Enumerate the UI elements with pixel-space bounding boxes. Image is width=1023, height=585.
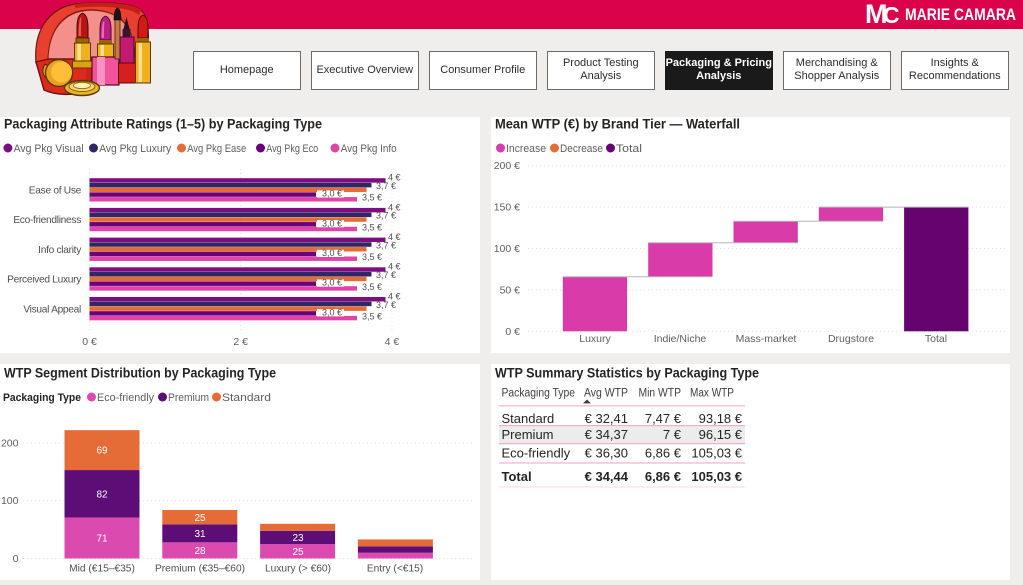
svg-text:Luxury (> €60): Luxury (> €60) [265,564,331,575]
svg-text:2 €: 2 € [233,336,248,348]
svg-text:6,86 €: 6,86 € [645,469,681,484]
svg-text:105,03 €: 105,03 € [691,446,742,461]
svg-text:25: 25 [292,547,304,558]
svg-text:100 €: 100 € [494,243,520,255]
svg-text:6,86 €: 6,86 € [645,446,682,461]
svg-text:Info clarity: Info clarity [38,245,82,256]
svg-text:Packaging Attribute Ratings (1: Packaging Attribute Ratings (1–5) by Pac… [4,117,322,132]
svg-text:3,0 €: 3,0 € [322,189,342,199]
svg-text:€ 34,44: € 34,44 [585,469,629,484]
svg-text:Mass-market: Mass-market [736,333,797,345]
svg-text:Packaging Type: Packaging Type [502,387,576,399]
svg-text:Premium (€35–€60): Premium (€35–€60) [155,564,245,575]
svg-text:Min WTP: Min WTP [639,387,682,399]
svg-text:3,5 €: 3,5 € [362,222,382,232]
svg-text:3,0 €: 3,0 € [322,278,342,288]
svg-text:96,15 €: 96,15 € [699,427,743,442]
svg-text:3,7 €: 3,7 € [376,211,396,221]
svg-text:Increase: Increase [506,143,546,155]
svg-text:Luxury: Luxury [579,333,611,345]
svg-text:3,5 €: 3,5 € [362,252,382,262]
svg-text:3,7 €: 3,7 € [376,181,396,191]
svg-text:€ 36,30: € 36,30 [585,446,628,461]
svg-text:Premium: Premium [502,427,554,442]
svg-text:Total: Total [925,333,947,345]
svg-text:4 €: 4 € [388,262,401,272]
svg-text:€ 32,41: € 32,41 [585,411,628,426]
svg-text:3,5 €: 3,5 € [362,193,382,203]
svg-text:0: 0 [13,553,19,565]
svg-text:93,18 €: 93,18 € [699,411,743,426]
svg-text:€ 34,37: € 34,37 [585,427,628,442]
svg-text:4 €: 4 € [388,232,401,242]
svg-text:7 €: 7 € [663,427,682,442]
svg-text:Mid (€15–€35): Mid (€15–€35) [69,564,135,575]
svg-text:Total: Total [616,143,642,155]
svg-text:Indie/Niche: Indie/Niche [654,333,707,345]
svg-text:Premium: Premium [168,392,209,404]
svg-text:Packaging Type: Packaging Type [3,392,81,404]
svg-text:3,0 €: 3,0 € [322,307,342,317]
svg-text:71: 71 [96,534,108,545]
svg-text:7,47 €: 7,47 € [645,411,682,426]
svg-text:25: 25 [194,513,206,524]
svg-text:Avg Pkg Luxury: Avg Pkg Luxury [99,143,171,155]
svg-text:C: C [883,2,900,28]
svg-text:MARIE CAMARA: MARIE CAMARA [905,6,1016,24]
svg-text:69: 69 [96,446,108,457]
svg-text:200 €: 200 € [494,160,520,172]
svg-text:Avg Pkg Ease: Avg Pkg Ease [187,143,246,155]
svg-text:3,0 €: 3,0 € [322,248,342,258]
svg-text:Visual Appeal: Visual Appeal [23,304,81,315]
svg-text:3,5 €: 3,5 € [362,282,382,292]
svg-text:150 €: 150 € [494,202,520,214]
svg-text:Standard: Standard [222,392,271,404]
svg-text:23: 23 [292,533,304,544]
svg-text:50 €: 50 € [500,284,521,296]
svg-text:200: 200 [1,437,19,449]
svg-text:Ease of Use: Ease of Use [29,186,82,197]
svg-text:Decrease: Decrease [560,143,603,155]
svg-text:Avg Pkg Visual: Avg Pkg Visual [14,143,84,155]
svg-text:4 €: 4 € [388,291,401,301]
svg-text:4 €: 4 € [385,336,400,348]
svg-text:Max WTP: Max WTP [690,387,734,399]
svg-text:4 €: 4 € [388,173,401,183]
svg-text:Eco-friendliness: Eco-friendliness [13,215,81,226]
svg-text:105,03 €: 105,03 € [691,469,742,484]
svg-text:Eco-friendly: Eco-friendly [502,446,571,461]
svg-text:82: 82 [96,489,108,500]
svg-text:3,7 €: 3,7 € [376,240,396,250]
svg-text:Avg Pkg Eco: Avg Pkg Eco [266,143,318,155]
svg-text:WTP Summary Statistics by Pack: WTP Summary Statistics by Packaging Type [495,366,759,381]
svg-text:Total: Total [502,469,532,484]
svg-text:WTP Segment Distribution by Pa: WTP Segment Distribution by Packaging Ty… [4,366,276,381]
svg-text:Mean WTP (€) by Brand Tier — W: Mean WTP (€) by Brand Tier — Waterfall [495,117,740,132]
svg-text:3,7 €: 3,7 € [376,270,396,280]
svg-text:31: 31 [194,529,206,540]
svg-text:100: 100 [1,495,19,507]
svg-text:3,5 €: 3,5 € [362,312,382,322]
svg-text:0 €: 0 € [82,336,97,348]
svg-text:M: M [865,0,888,29]
svg-text:Drugstore: Drugstore [828,333,874,345]
svg-text:4 €: 4 € [388,202,401,212]
svg-text:0 €: 0 € [505,326,520,338]
svg-text:Standard: Standard [502,411,555,426]
svg-text:28: 28 [194,546,206,557]
svg-text:Avg Pkg Info: Avg Pkg Info [341,143,397,155]
svg-text:3,0 €: 3,0 € [322,218,342,228]
svg-text:Avg WTP: Avg WTP [584,387,628,399]
svg-text:Eco-friendly: Eco-friendly [97,392,154,404]
svg-text:Perceived Luxury: Perceived Luxury [7,275,82,286]
svg-text:3,7 €: 3,7 € [376,300,396,310]
svg-text:Entry (<€15): Entry (<€15) [367,564,423,575]
